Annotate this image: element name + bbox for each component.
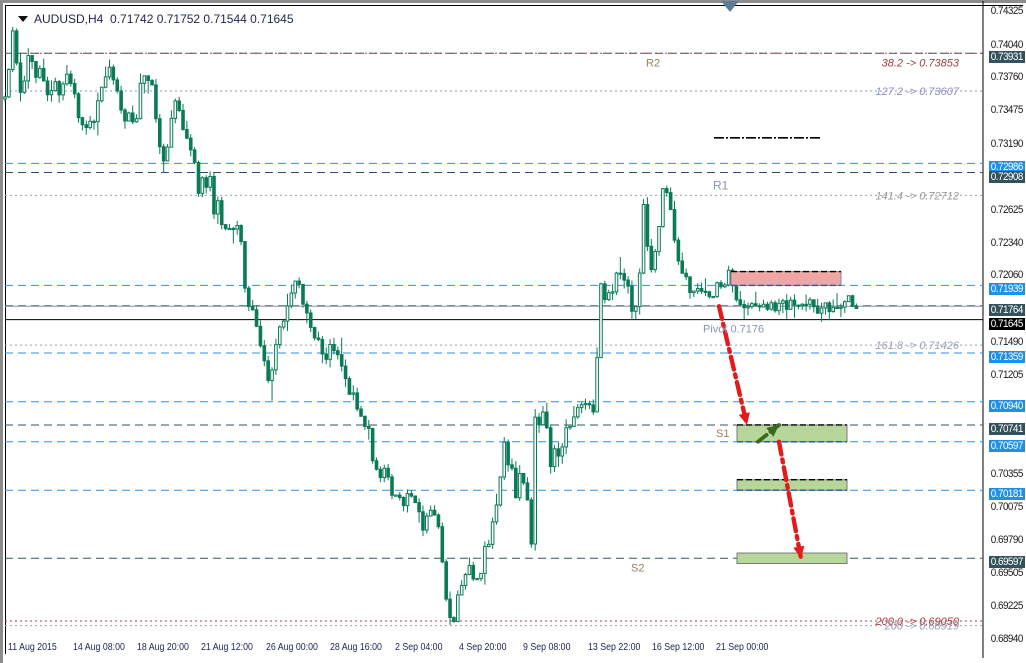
svg-text:141.4 -> 0.72712: 141.4 -> 0.72712 [876, 190, 960, 202]
svg-text:Pivot 0.7176: Pivot 0.7176 [703, 324, 764, 336]
svg-text:R1: R1 [713, 178, 729, 192]
svg-text:38.2 -> 0.73853: 38.2 -> 0.73853 [882, 57, 960, 69]
svg-text:200 -> 0.68919: 200 -> 0.68919 [884, 621, 959, 633]
svg-text:R2: R2 [646, 57, 660, 69]
svg-text:S1: S1 [716, 428, 729, 440]
svg-text:S2: S2 [631, 562, 644, 574]
svg-text:127.2 -> 0.73607: 127.2 -> 0.73607 [876, 86, 960, 98]
svg-text:161.8 -> 0.71426: 161.8 -> 0.71426 [876, 340, 960, 352]
